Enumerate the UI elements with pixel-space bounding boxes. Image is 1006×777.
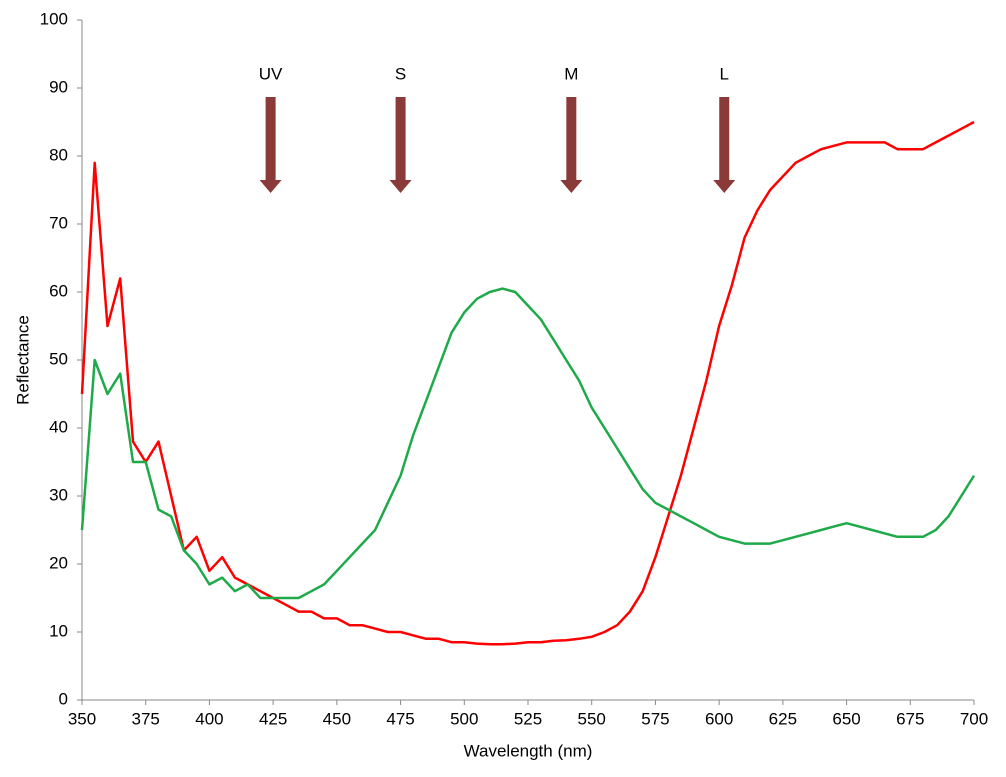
annotation-label: M <box>564 64 578 83</box>
y-tick-label: 30 <box>49 485 68 504</box>
x-tick-label: 550 <box>578 709 606 728</box>
annotation-label: L <box>720 64 729 83</box>
y-tick-label: 40 <box>49 417 68 436</box>
x-tick-label: 525 <box>514 709 542 728</box>
annotation-arrow <box>713 97 736 193</box>
y-tick-label: 60 <box>49 281 68 300</box>
x-tick-label: 475 <box>386 709 414 728</box>
x-tick-label: 450 <box>323 709 351 728</box>
annotation-arrow <box>560 97 583 193</box>
x-tick-label: 375 <box>132 709 160 728</box>
x-axis-label: Wavelength (nm) <box>464 741 593 760</box>
y-tick-label: 100 <box>40 9 68 28</box>
x-tick-label: 625 <box>769 709 797 728</box>
x-tick-label: 575 <box>641 709 669 728</box>
annotation-arrow <box>389 97 412 193</box>
y-tick-label: 20 <box>49 553 68 572</box>
x-tick-label: 350 <box>68 709 96 728</box>
series-line <box>80 120 975 646</box>
annotation-label: S <box>395 64 406 83</box>
x-tick-label: 425 <box>259 709 287 728</box>
x-tick-label: 500 <box>450 709 478 728</box>
x-tick-label: 600 <box>705 709 733 728</box>
annotation-label: UV <box>259 64 283 83</box>
y-tick-label: 50 <box>49 349 68 368</box>
x-tick-label: 650 <box>832 709 860 728</box>
y-tick-label: 0 <box>59 689 68 708</box>
x-tick-label: 400 <box>195 709 223 728</box>
series-line <box>80 287 976 600</box>
y-tick-label: 80 <box>49 145 68 164</box>
y-tick-label: 10 <box>49 621 68 640</box>
y-tick-label: 90 <box>49 77 68 96</box>
y-tick-label: 70 <box>49 213 68 232</box>
y-axis-label: Reflectance <box>13 315 32 405</box>
x-tick-label: 700 <box>960 709 988 728</box>
x-tick-label: 675 <box>896 709 924 728</box>
annotation-arrow <box>259 97 282 193</box>
